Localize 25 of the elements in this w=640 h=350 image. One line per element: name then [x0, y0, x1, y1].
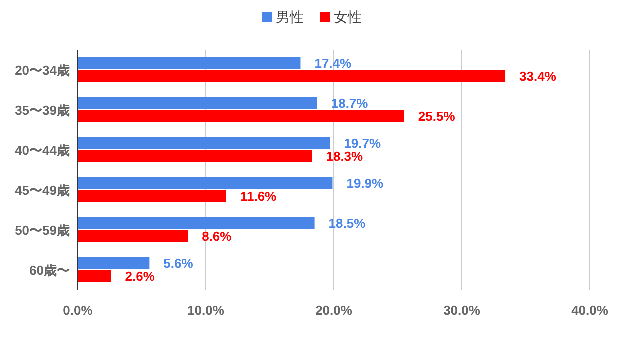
data-label: 18.3% [326, 149, 364, 164]
data-label: 11.6% [240, 189, 278, 204]
x-tick-label: 30.0% [444, 303, 481, 318]
data-label: 8.6% [202, 229, 232, 244]
data-label: 5.6% [164, 256, 194, 271]
data-label: 33.4% [520, 69, 557, 84]
data-label: 18.5% [328, 216, 366, 231]
x-tick-label: 0.0% [63, 303, 94, 318]
y-tick-label: 35〜39歳 [15, 103, 70, 118]
data-label: 19.7% [344, 136, 382, 151]
data-label: 25.5% [418, 109, 456, 124]
x-tick-label: 20.0% [316, 303, 353, 318]
y-tick-label: 45〜49歳 [15, 183, 70, 198]
y-tick-label: 60歳〜 [30, 263, 70, 278]
data-label: 17.4% [314, 56, 352, 71]
y-tick-label: 50〜59歳 [15, 223, 70, 238]
data-label: 18.7% [331, 96, 369, 111]
y-tick-label: 20〜34歳 [15, 63, 70, 78]
data-label: 19.9% [346, 176, 384, 191]
y-tick-label: 40〜44歳 [15, 143, 70, 158]
legend-label: 女性 [334, 9, 362, 25]
data-label: 2.6% [125, 269, 156, 284]
x-tick-label: 10.0% [188, 303, 225, 318]
legend-label: 男性 [276, 9, 304, 25]
x-tick-label: 40.0% [572, 303, 609, 318]
